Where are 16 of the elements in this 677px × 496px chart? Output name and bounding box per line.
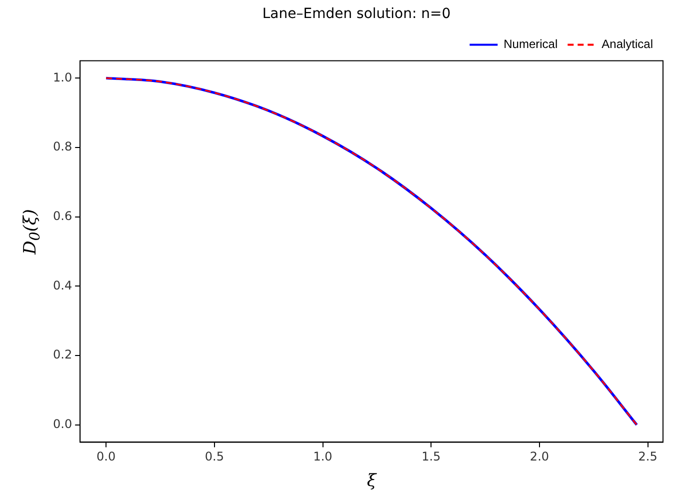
x-tick-label: 2.0: [530, 450, 550, 464]
legend-label: Numerical: [504, 37, 558, 52]
x-tick-label: 1.0: [313, 450, 332, 464]
x-tick-label: 0.0: [96, 450, 116, 464]
y-tick-label: 0.6: [52, 208, 72, 223]
x-tick-label: 2.5: [638, 450, 658, 464]
y-tick-label: 0.0: [52, 416, 72, 431]
y-tick-label: 1.0: [52, 70, 72, 84]
y-tick-label: 0.8: [52, 140, 72, 154]
legend-label: Analytical: [602, 37, 653, 52]
y-tick-label: 0.4: [52, 278, 72, 292]
x-axis-title: ξ: [366, 471, 378, 492]
chart-title: Lane–Emden solution: n=0: [262, 6, 451, 22]
x-tick-label: 0.5: [204, 450, 224, 464]
x-tick-label: 1.5: [422, 450, 441, 464]
y-tick-label: 0.2: [52, 348, 72, 362]
